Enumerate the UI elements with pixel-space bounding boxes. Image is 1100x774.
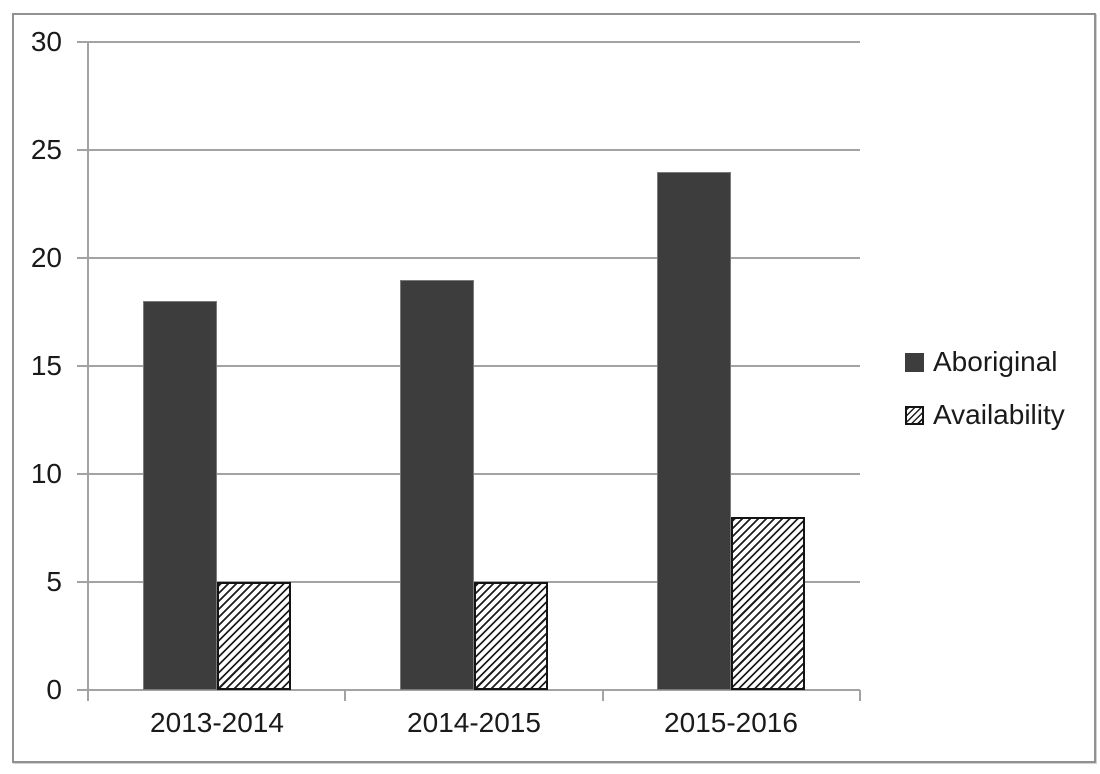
y-tick-label-5: 5 bbox=[46, 566, 62, 597]
y-tick-0 bbox=[77, 689, 88, 691]
y-tick-label-0: 0 bbox=[46, 674, 62, 705]
legend-swatch-solid-icon bbox=[905, 352, 924, 372]
bar-aboriginal-2014-2015 bbox=[400, 280, 474, 690]
x-category-label-2014-2015: 2014-2015 bbox=[407, 707, 541, 738]
x-category-label-2015-2016: 2015-2016 bbox=[664, 707, 798, 738]
y-tick-label-30: 30 bbox=[30, 26, 62, 57]
x-tick-2 bbox=[602, 690, 604, 701]
chart-border-frame bbox=[12, 13, 1096, 763]
gridline-30 bbox=[88, 41, 860, 43]
legend-item-aboriginal: Aboriginal bbox=[905, 345, 1058, 379]
gridline-15 bbox=[88, 365, 860, 367]
bar-availability-2015-2016 bbox=[731, 517, 805, 690]
y-tick-label-20: 20 bbox=[30, 242, 62, 273]
bar-aboriginal-2013-2014 bbox=[143, 301, 217, 690]
y-tick-10 bbox=[77, 473, 88, 475]
y-tick-20 bbox=[77, 257, 88, 259]
y-tick-30 bbox=[77, 41, 88, 43]
y-tick-25 bbox=[77, 149, 88, 151]
bar-availability-2013-2014 bbox=[217, 582, 291, 690]
y-tick-label-15: 15 bbox=[30, 350, 62, 381]
y-tick-label-25: 25 bbox=[30, 134, 62, 165]
legend-swatch-hatched-icon bbox=[905, 405, 924, 425]
gridline-0 bbox=[88, 689, 860, 691]
y-tick-15 bbox=[77, 365, 88, 367]
gridline-20 bbox=[88, 257, 860, 259]
x-tick-3 bbox=[859, 690, 861, 701]
legend-label-aboriginal: Aboriginal bbox=[933, 346, 1058, 377]
legend-label-availability: Availability bbox=[933, 399, 1065, 430]
x-category-label-2013-2014: 2013-2014 bbox=[150, 707, 284, 738]
x-tick-0 bbox=[87, 690, 89, 701]
bar-availability-2014-2015 bbox=[474, 582, 548, 690]
y-tick-label-10: 10 bbox=[30, 458, 62, 489]
legend-item-availability: Availability bbox=[905, 398, 1065, 432]
y-axis-line bbox=[87, 42, 89, 692]
x-tick-1 bbox=[344, 690, 346, 701]
bar-aboriginal-2015-2016 bbox=[657, 172, 731, 690]
gridline-10 bbox=[88, 473, 860, 475]
gridline-25 bbox=[88, 149, 860, 151]
y-tick-5 bbox=[77, 581, 88, 583]
